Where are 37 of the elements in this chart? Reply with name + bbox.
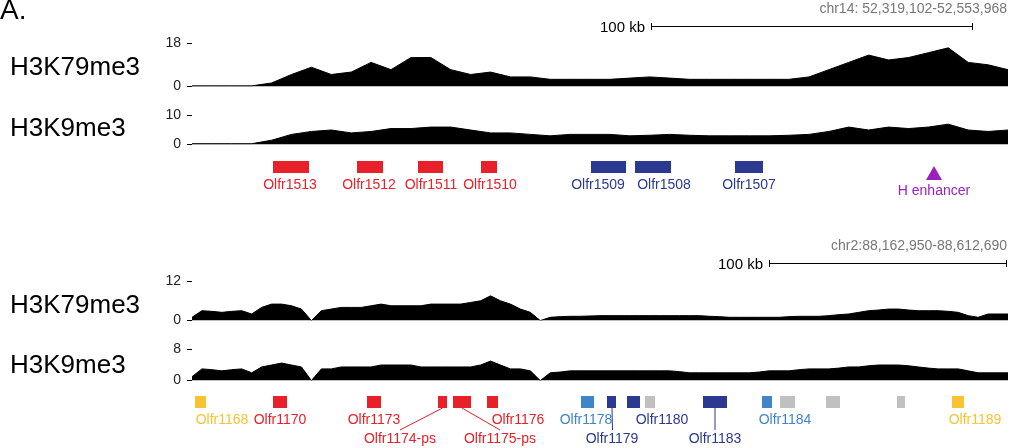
y-axis-title: H3K79me3 <box>10 51 141 82</box>
text: Olfr1508 <box>637 176 691 192</box>
y-tick-label: 0 <box>173 371 182 388</box>
y-axis-title: H3K79me3 <box>10 289 141 320</box>
y-axis-title: H3K9me3 <box>10 112 126 143</box>
text: Olfr1510 <box>463 176 517 192</box>
text: Olfr1183 <box>687 430 743 446</box>
text: Olfr1173 <box>346 411 402 427</box>
text: Olfr1189 <box>947 411 1003 427</box>
text: Olfr1180 <box>635 411 689 427</box>
chart-subtitle: chr2:88,162,950-88,612,690 <box>830 237 1007 253</box>
text: Olfr1178 <box>559 411 613 427</box>
text: Olfr1176 <box>491 411 545 427</box>
text: Olfr1168 <box>195 411 249 427</box>
text: Olfr1513 <box>263 176 317 192</box>
text: Olfr1512 <box>342 176 396 192</box>
text: 100 kb <box>718 255 764 272</box>
text: Olfr1511 <box>404 176 458 192</box>
y-tick-label: 0 <box>173 135 182 152</box>
y-tick-label: 10 <box>165 106 182 123</box>
y-tick-label: 12 <box>165 271 182 288</box>
y-tick-label: 0 <box>173 311 182 328</box>
chart-title: A. <box>0 0 27 26</box>
text: Olfr1174-ps <box>362 430 438 446</box>
text: Olfr1507 <box>721 176 777 192</box>
y-tick-label: 0 <box>173 77 182 94</box>
text: Olfr1509 <box>571 176 625 192</box>
text: 100 kb <box>600 18 646 35</box>
text: Olfr1170 <box>253 411 307 427</box>
text: Olfr1179 <box>584 430 640 446</box>
y-tick-label: 8 <box>173 340 182 357</box>
text: H enhancer <box>896 182 972 198</box>
text: Olfr1184 <box>757 411 813 427</box>
y-axis-title: H3K9me3 <box>10 349 126 380</box>
y-tick-label: 18 <box>165 33 182 50</box>
text: Olfr1175-ps <box>462 430 538 446</box>
chart-subtitle: chr14: 52,319,102-52,553,968 <box>819 0 1007 16</box>
